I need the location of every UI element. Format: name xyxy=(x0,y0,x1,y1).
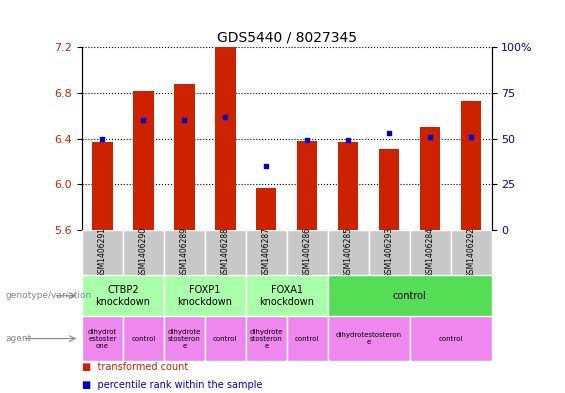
Bar xyxy=(133,90,154,230)
Text: control: control xyxy=(131,336,155,342)
Text: CTBP2
knockdown: CTBP2 knockdown xyxy=(95,285,150,307)
Bar xyxy=(410,316,492,361)
Bar xyxy=(287,230,328,275)
Bar xyxy=(451,230,492,275)
Bar xyxy=(338,142,358,230)
Point xyxy=(221,114,230,120)
Bar xyxy=(82,275,164,316)
Text: GSM1406293: GSM1406293 xyxy=(385,227,394,278)
Text: agent: agent xyxy=(6,334,32,343)
Bar xyxy=(246,275,328,316)
Text: dihydrot
estoster
one: dihydrot estoster one xyxy=(88,329,117,349)
Point xyxy=(180,117,189,123)
Bar xyxy=(410,230,451,275)
Text: control: control xyxy=(295,336,319,342)
Bar xyxy=(164,230,205,275)
Bar xyxy=(328,230,369,275)
Bar xyxy=(215,47,236,230)
Bar xyxy=(92,142,112,230)
Title: GDS5440 / 8027345: GDS5440 / 8027345 xyxy=(217,31,357,44)
Text: ■  transformed count: ■ transformed count xyxy=(82,362,188,373)
Text: control: control xyxy=(393,291,427,301)
Text: dihydrote
stosteron
e: dihydrote stosteron e xyxy=(168,329,201,349)
Text: control: control xyxy=(213,336,237,342)
Text: control: control xyxy=(438,336,463,342)
Point xyxy=(467,134,476,140)
Bar xyxy=(297,141,318,230)
Text: GSM1406292: GSM1406292 xyxy=(467,227,476,278)
Text: GSM1406289: GSM1406289 xyxy=(180,227,189,278)
Bar xyxy=(287,316,328,361)
Text: ■  percentile rank within the sample: ■ percentile rank within the sample xyxy=(82,380,262,390)
Bar xyxy=(369,230,410,275)
Point xyxy=(344,137,353,143)
Text: dihydrote
stosteron
e: dihydrote stosteron e xyxy=(250,329,283,349)
Bar xyxy=(174,84,194,230)
Bar xyxy=(123,230,164,275)
Bar xyxy=(328,275,492,316)
Text: FOXA1
knockdown: FOXA1 knockdown xyxy=(259,285,314,307)
Point xyxy=(303,137,312,143)
Bar xyxy=(256,187,276,230)
Text: GSM1406286: GSM1406286 xyxy=(303,227,312,278)
Bar xyxy=(379,149,399,230)
Bar xyxy=(328,316,410,361)
Bar xyxy=(205,316,246,361)
Point xyxy=(425,134,434,140)
Bar xyxy=(246,316,287,361)
Point xyxy=(139,117,148,123)
Text: GSM1406285: GSM1406285 xyxy=(344,227,353,278)
Bar xyxy=(123,316,164,361)
Bar xyxy=(205,230,246,275)
Point xyxy=(262,163,271,169)
Bar xyxy=(246,230,287,275)
Text: GSM1406288: GSM1406288 xyxy=(221,227,230,278)
Bar xyxy=(164,316,205,361)
Bar xyxy=(164,275,246,316)
Text: genotype/variation: genotype/variation xyxy=(6,291,92,300)
Point xyxy=(385,130,394,136)
Bar xyxy=(82,230,123,275)
Text: GSM1406290: GSM1406290 xyxy=(139,227,148,278)
Bar xyxy=(420,127,440,230)
Bar xyxy=(461,101,481,230)
Text: GSM1406287: GSM1406287 xyxy=(262,227,271,278)
Bar xyxy=(82,316,123,361)
Point xyxy=(98,135,107,142)
Text: FOXP1
knockdown: FOXP1 knockdown xyxy=(177,285,232,307)
Text: GSM1406284: GSM1406284 xyxy=(425,227,434,278)
Text: GSM1406291: GSM1406291 xyxy=(98,227,107,278)
Text: dihydrotestosteron
e: dihydrotestosteron e xyxy=(336,332,402,345)
